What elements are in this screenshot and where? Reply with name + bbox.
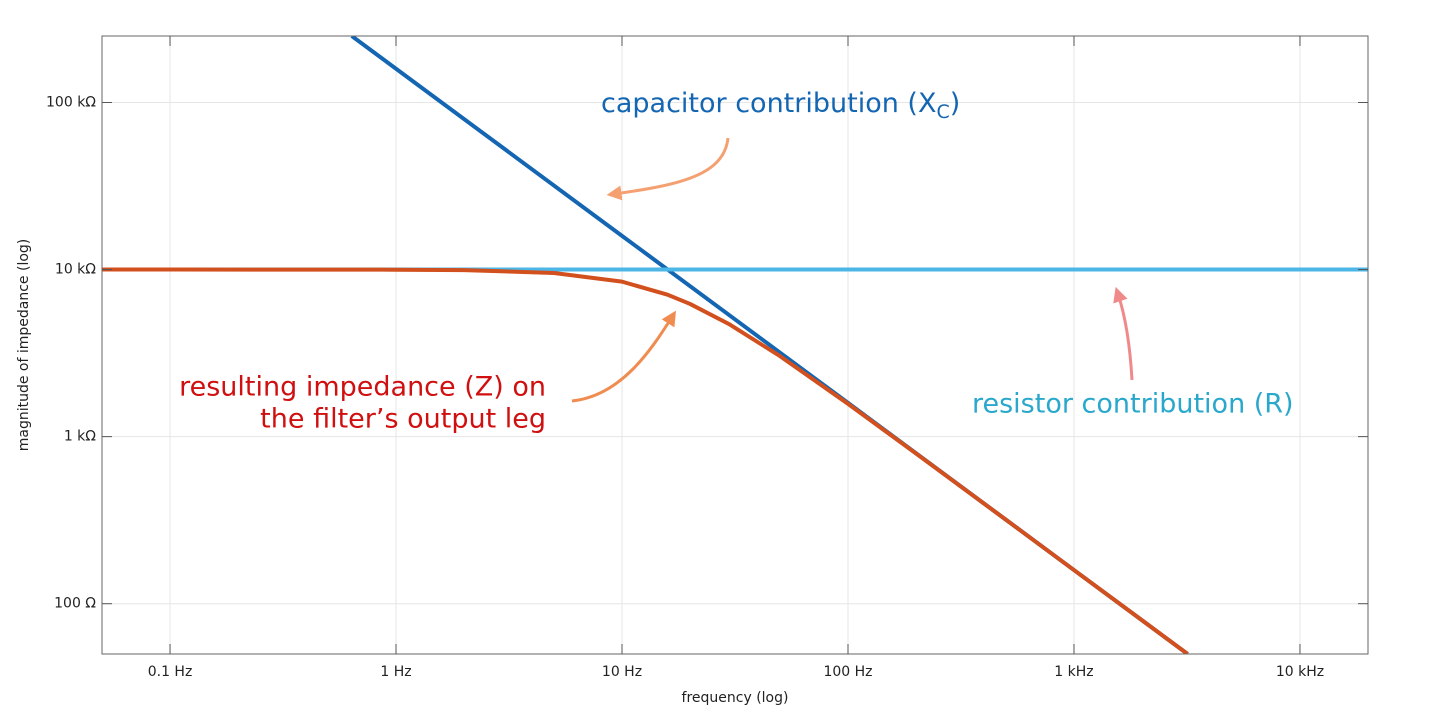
impedance-annotation: the filter’s output leg	[260, 404, 546, 435]
arrow	[606, 137, 730, 201]
x-tick-label: 10 kHz	[1276, 664, 1324, 680]
plot-frame	[101, 35, 1369, 655]
y-tick-label: 1 kΩ	[64, 429, 96, 445]
arrow	[571, 310, 676, 403]
y-tick-label: 10 kΩ	[55, 262, 96, 278]
y-axis-label: magnitude of impedance (log)	[16, 239, 32, 452]
y-tick-label: 100 Ω	[54, 596, 96, 612]
y-tick-label: 100 kΩ	[46, 94, 96, 110]
x-tick-label: 1 kHz	[1054, 664, 1093, 680]
annotation-subscript: C	[936, 101, 949, 123]
arrow	[1113, 286, 1134, 381]
x-tick-label: 100 Hz	[823, 664, 872, 680]
x-tick-label: 1 Hz	[380, 664, 411, 680]
annotation-text: capacitor contribution (X	[601, 88, 936, 119]
plot-area	[102, 36, 1368, 654]
capacitor-annotation: capacitor contribution (XC)	[601, 88, 960, 123]
grid	[102, 36, 1368, 654]
x-tick-label: 10 Hz	[602, 664, 642, 680]
x-axis-label: frequency (log)	[682, 690, 789, 706]
impedance-annotation: resulting impedance (Z) on	[179, 372, 546, 403]
series-line	[102, 267, 1189, 654]
resistor-annotation: resistor contribution (R)	[972, 389, 1294, 420]
annotation-suffix: )	[950, 88, 961, 119]
x-tick-label: 0.1 Hz	[148, 664, 193, 680]
